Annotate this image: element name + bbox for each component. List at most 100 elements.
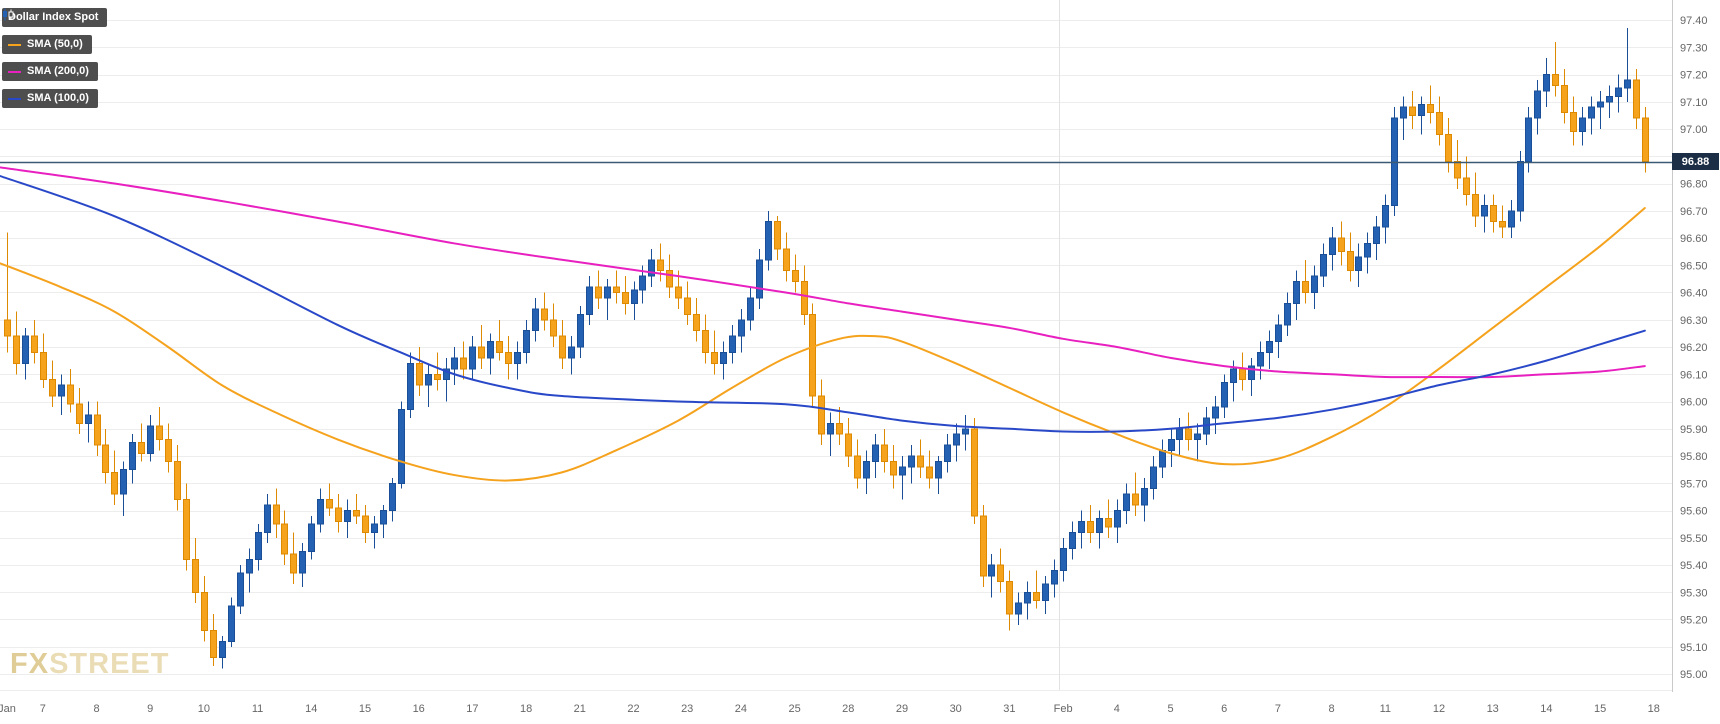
sma-line-2000 [0,166,1646,379]
candle-body [505,351,512,364]
legend-item-sma-50-0[interactable]: SMA (50,0) [2,35,92,54]
candle-body [1015,602,1022,615]
x-axis-tick: 16 [413,703,425,715]
candle-body [1454,161,1461,179]
candle-body [371,523,378,533]
candle-body [631,289,638,304]
candle-body [281,523,288,555]
chart-legend: Dollar Index Spot SMA (50,0) SMA (200,0) SM… [2,8,108,108]
candle-body [604,286,611,299]
candle-body [425,373,432,386]
candle-body [988,564,995,577]
x-axis-tick: 18 [1648,703,1660,715]
candle-body [335,507,342,522]
y-axis-tick: 95.10 [1680,642,1708,654]
candle-body [890,460,897,476]
x-axis-tick: 23 [681,703,693,715]
legend-item-dollar-index-spot[interactable]: Dollar Index Spot [2,8,108,27]
y-axis-tick: 95.50 [1680,533,1708,545]
candle-body [729,335,736,353]
candle-body [953,433,960,446]
candle-body [792,270,799,283]
candle-body [1364,242,1371,258]
y-axis-tick: 97.30 [1680,42,1708,54]
candle-body [308,523,315,552]
candle-body [944,444,951,462]
x-axis-tick: Jan [0,703,16,715]
candle-body [863,460,870,479]
x-axis-tick: 29 [896,703,908,715]
y-axis-tick: 95.90 [1680,424,1708,436]
candle-body [174,460,181,501]
candle-body [532,308,539,332]
fxstreet-watermark-logo: FXSTREET [10,650,169,679]
candle-body [1534,90,1541,119]
y-axis-tick: 95.30 [1680,587,1708,599]
x-axis-tick: 12 [1433,703,1445,715]
y-axis-labels: 97.4097.3097.2097.1097.0096.9096.8096.70… [1680,15,1708,681]
candle-body [1302,281,1309,294]
watermark-street: STREET [49,648,170,680]
candle-body [872,444,879,462]
candle-body [1615,87,1622,97]
candle-body [881,444,888,462]
candle-body [147,425,154,454]
candle-body [514,351,521,364]
candle-body [1373,226,1380,244]
candle-body [299,550,306,574]
candle-body [1105,518,1112,528]
y-axis-tick: 96.40 [1680,288,1708,300]
candle-body [273,504,280,525]
candle-body [648,259,655,277]
candle-body [1490,204,1497,223]
candle-body [1552,74,1559,86]
x-axis-tick: 21 [574,703,586,715]
candle-body [407,362,414,411]
candle-body [1176,428,1183,441]
candle-body [962,428,969,435]
candle-body [711,351,718,364]
candle-body [380,510,387,525]
candle-body [1230,368,1237,383]
candle-body [94,414,101,446]
candle-body [595,286,602,299]
x-axis-tick: 14 [1540,703,1552,715]
candles-layer [4,28,1649,669]
candle-body [138,441,145,454]
candle-body [926,466,933,479]
candle-body [156,425,163,441]
candle-body [586,286,593,315]
candle-body [58,384,65,397]
candle-body [120,469,127,495]
candle-body [1418,103,1425,116]
legend-item-sma-200-0[interactable]: SMA (200,0) [2,62,98,81]
candle-body [237,572,244,607]
candle-body [111,471,118,495]
x-axis-tick: 9 [147,703,153,715]
candle-body [1194,433,1201,441]
candle-body [353,510,360,517]
candle-body [693,313,700,332]
candle-body [738,319,745,337]
candle-body [720,351,727,364]
x-axis-tick: 22 [627,703,639,715]
x-axis-tick: 8 [1329,703,1335,715]
candle-body [362,515,369,533]
candle-body [568,346,575,359]
legend-item-label: Dollar Index Spot [8,11,99,23]
candle-body [774,221,781,250]
y-axis-tick: 96.50 [1680,260,1708,272]
candle-body [469,346,476,370]
candle-body [577,313,584,348]
candle-body [1132,493,1139,506]
candle-body [1320,253,1327,277]
candle-body [1024,591,1031,604]
legend-item-sma-100-0[interactable]: SMA (100,0) [2,89,98,108]
candle-body [317,499,324,525]
candle-body [1391,117,1398,206]
candle-body [1284,302,1291,326]
candle-body [1400,106,1407,119]
y-axis-tick: 97.20 [1680,70,1708,82]
x-axis-tick: 30 [950,703,962,715]
